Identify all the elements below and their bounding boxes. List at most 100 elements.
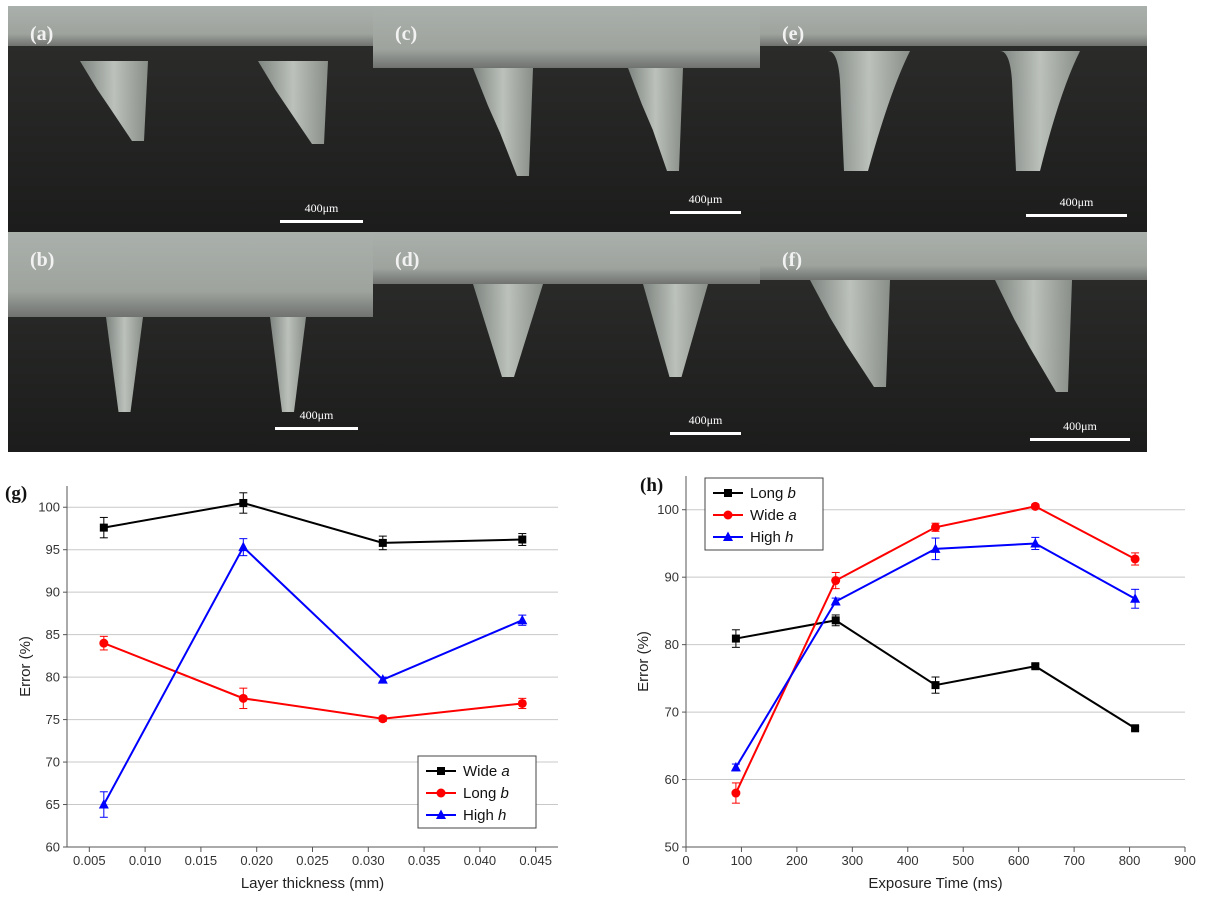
data-point [378, 538, 387, 547]
microneedle-shape [270, 317, 306, 412]
chart-h: 50 60 70 80 90 100 0 100 200 300 400 500 600 700 800 90… [600, 466, 1205, 898]
x-tick-label: 0.035 [408, 853, 441, 868]
x-tick-label: 100 [731, 853, 753, 868]
legend-item: High h [713, 529, 793, 546]
data-point [517, 614, 528, 625]
panel-label: (a) [30, 23, 53, 45]
series-a [731, 501, 1140, 804]
legend-label: Long b [750, 485, 796, 502]
y-axis-title: Error (%) [635, 631, 652, 692]
x-tick-label: 700 [1063, 853, 1085, 868]
data-point [830, 595, 841, 606]
y-tick-label: 95 [46, 542, 60, 557]
scale-bar [1030, 438, 1130, 441]
data-point [98, 799, 109, 809]
microneedle-shape [995, 280, 1072, 392]
legend-marker [723, 510, 733, 520]
data-point [377, 674, 388, 684]
x-tick-label: 600 [1008, 853, 1030, 868]
micrograph-panel: (a) 400μm [8, 6, 373, 232]
legend: Long b Wide a High h [704, 477, 824, 551]
legend-marker [724, 489, 732, 497]
series-line [103, 501, 523, 544]
data-point [1031, 662, 1040, 671]
legend-item: Long b [426, 785, 509, 802]
legend-label: Long b [463, 785, 509, 802]
series-b [99, 635, 527, 724]
data-point [730, 761, 741, 772]
legend-marker [437, 767, 445, 775]
x-axis-title: Layer thickness (mm) [241, 875, 384, 892]
series-b [731, 614, 1140, 733]
panel-label: (c) [395, 23, 417, 45]
data-point [378, 714, 388, 724]
substrate-band [760, 6, 1147, 46]
data-point [99, 523, 108, 532]
y-tick-label: 85 [46, 627, 60, 642]
legend-marker [723, 531, 733, 541]
y-tick-label: 65 [46, 797, 60, 812]
legend-marker [436, 788, 446, 798]
data-point [239, 498, 248, 507]
legend-label: High h [463, 807, 506, 824]
micrograph-panel: (f) 400μm [760, 232, 1147, 452]
y-tick-label: 100 [657, 502, 679, 517]
y-tick-label: 60 [665, 772, 679, 787]
y-tick-label: 90 [665, 570, 679, 585]
microneedle-shape [473, 68, 533, 176]
x-tick-label: 900 [1174, 853, 1196, 868]
x-tick-label: 0.040 [464, 853, 497, 868]
x-tick-label: 200 [786, 853, 808, 868]
x-tick-label: 0.005 [73, 853, 106, 868]
panel-label: (f) [782, 249, 802, 271]
substrate-band [373, 232, 760, 284]
legend-label: Wide a [463, 763, 510, 780]
scale-bar [275, 427, 358, 430]
y-tick-label: 90 [46, 585, 60, 600]
microneedle-shape [628, 68, 683, 171]
x-tick-label: 0.015 [185, 853, 218, 868]
scale-bar-label: 400μm [1063, 419, 1097, 433]
x-tick-label: 0.020 [240, 853, 273, 868]
data-point [930, 543, 941, 553]
legend-item: Long b [713, 485, 796, 502]
y-tick-label: 70 [665, 705, 679, 720]
y-tick-label: 75 [46, 712, 60, 727]
data-point [831, 616, 840, 625]
substrate-band [373, 6, 760, 68]
data-point [518, 535, 527, 544]
data-point [731, 788, 741, 798]
legend-label: Wide a [750, 507, 797, 524]
data-point [99, 638, 109, 648]
x-tick-label: 0.010 [129, 853, 162, 868]
data-point [1030, 501, 1040, 511]
chart-panel-label: (h) [640, 475, 663, 496]
scale-bar-label: 400μm [305, 201, 339, 215]
scale-bar-label: 400μm [689, 413, 723, 427]
scale-bar-label: 400μm [689, 192, 723, 206]
y-tick-label: 80 [46, 670, 60, 685]
microneedle-shape [258, 61, 328, 144]
data-point [1130, 593, 1141, 603]
scale-bar [670, 432, 741, 435]
panel-label: (d) [395, 249, 419, 271]
substrate-band [8, 6, 373, 46]
series-a [99, 492, 527, 551]
x-tick-label: 500 [952, 853, 974, 868]
x-axis-title: Exposure Time (ms) [868, 875, 1002, 892]
data-point [931, 522, 940, 532]
data-point [1130, 554, 1140, 564]
y-tick-label: 50 [665, 840, 679, 855]
microneedle-shape [810, 280, 890, 387]
legend: Wide a Long b High h [417, 755, 537, 829]
microneedle-shape [106, 317, 143, 412]
x-tick-label: 800 [1119, 853, 1141, 868]
y-tick-label: 80 [665, 637, 679, 652]
legend-marker [436, 809, 446, 819]
x-tick-label: 0.045 [519, 853, 552, 868]
data-point [1131, 724, 1140, 733]
micrograph-panel: (c) 400μm [373, 6, 760, 232]
series-line [102, 545, 523, 806]
substrate-band [8, 232, 373, 317]
x-tick-label: 0 [682, 853, 689, 868]
